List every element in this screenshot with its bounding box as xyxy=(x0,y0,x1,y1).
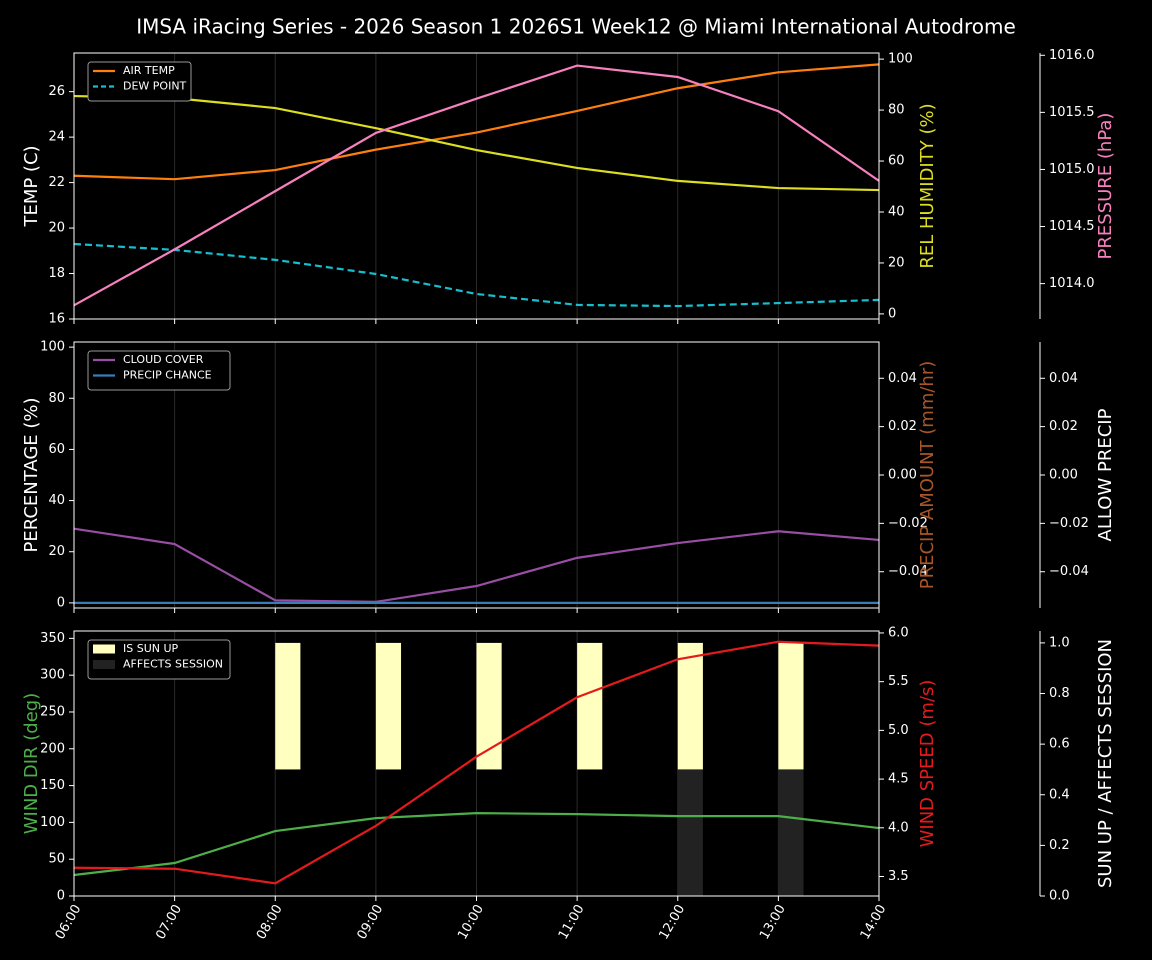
y3-tick-label: 0.02 xyxy=(1049,419,1078,434)
legend-swatch xyxy=(93,660,115,669)
legend-label: DEW POINT xyxy=(123,80,187,93)
y-axis-label: WIND DIR (deg) xyxy=(21,693,42,835)
y2-tick-label: 0.00 xyxy=(888,468,917,483)
y-tick-label: 80 xyxy=(48,391,65,406)
y-tick-label: 18 xyxy=(48,266,65,281)
y2-tick-label: 0 xyxy=(888,306,896,321)
legend-label: AIR TEMP xyxy=(123,64,175,77)
y-tick-label: 40 xyxy=(48,493,65,508)
legend-label: AFFECTS SESSION xyxy=(123,658,223,671)
y-tick-label: 20 xyxy=(48,221,65,236)
bar xyxy=(778,769,804,896)
y3-tick-label: 0.4 xyxy=(1049,787,1070,802)
y-axis-label: PERCENTAGE (%) xyxy=(21,397,42,552)
legend-label: IS SUN UP xyxy=(123,642,179,655)
y3-axis-label: SUN UP / AFFECTS SESSION xyxy=(1095,639,1116,888)
y3-tick-label: −0.04 xyxy=(1049,564,1089,579)
chart-title: IMSA iRacing Series - 2026 Season 1 2026… xyxy=(136,15,1016,39)
bar xyxy=(778,642,804,770)
y-tick-label: 300 xyxy=(40,668,65,683)
y3-tick-label: 0.0 xyxy=(1049,889,1070,904)
y2-tick-label: 4.0 xyxy=(888,820,909,835)
y-tick-label: 250 xyxy=(40,704,65,719)
y2-axis-label: PRECIP AMOUNT (mm/hr) xyxy=(917,361,938,590)
y-tick-label: 22 xyxy=(48,175,65,190)
y3-tick-label: 1014.0 xyxy=(1049,276,1095,291)
legend-box xyxy=(87,350,231,391)
y-tick-label: 26 xyxy=(48,84,65,99)
y3-tick-label: −0.02 xyxy=(1049,516,1089,531)
y2-tick-label: 0.04 xyxy=(888,371,917,386)
legend-swatch xyxy=(93,644,115,654)
bar xyxy=(677,769,703,896)
y-tick-label: 0 xyxy=(57,595,65,610)
y2-tick-label: 60 xyxy=(888,154,905,169)
y2-tick-label: −0.04 xyxy=(888,564,928,579)
y3-tick-label: 1016.0 xyxy=(1049,48,1095,63)
y-tick-label: 50 xyxy=(48,852,65,867)
legend-box xyxy=(87,639,231,680)
y-tick-label: 100 xyxy=(40,815,65,830)
y2-tick-label: −0.02 xyxy=(888,516,928,531)
bar xyxy=(677,642,703,770)
y3-tick-label: 0.6 xyxy=(1049,737,1070,752)
y2-tick-label: 20 xyxy=(888,255,905,270)
y-tick-label: 24 xyxy=(48,130,65,145)
y-tick-label: 150 xyxy=(40,778,65,793)
y2-tick-label: 0.02 xyxy=(888,419,917,434)
y-tick-label: 16 xyxy=(48,312,65,327)
y2-tick-label: 5.0 xyxy=(888,723,909,738)
y3-tick-label: 1015.0 xyxy=(1049,162,1095,177)
y2-axis-label: REL HUMIDITY (%) xyxy=(917,103,938,268)
bar xyxy=(375,642,402,770)
y-tick-label: 100 xyxy=(40,340,65,355)
y2-tick-label: 6.0 xyxy=(888,625,909,640)
line-series xyxy=(73,63,880,181)
y3-tick-label: 1015.5 xyxy=(1049,105,1095,120)
y2-tick-label: 5.5 xyxy=(888,674,909,689)
y3-tick-label: 0.04 xyxy=(1049,371,1078,386)
bar xyxy=(275,642,301,770)
y3-tick-label: 1.0 xyxy=(1049,635,1070,650)
y-axis-label: TEMP (C) xyxy=(21,145,42,227)
y-tick-label: 0 xyxy=(57,889,65,904)
y-tick-label: 200 xyxy=(40,741,65,756)
legend-label: PRECIP CHANCE xyxy=(123,369,212,382)
y3-tick-label: 0.00 xyxy=(1049,468,1078,483)
line-series xyxy=(73,527,880,603)
y3-axis-label: ALLOW PRECIP xyxy=(1095,408,1116,541)
y2-tick-label: 40 xyxy=(888,204,905,219)
y-tick-label: 60 xyxy=(48,442,65,457)
y2-tick-label: 4.5 xyxy=(888,772,909,787)
y3-tick-label: 1014.5 xyxy=(1049,219,1095,234)
y2-axis-label: WIND SPEED (m/s) xyxy=(917,680,938,848)
line-series xyxy=(73,64,880,307)
y-tick-label: 20 xyxy=(48,544,65,559)
bar xyxy=(577,642,603,770)
y2-tick-label: 3.5 xyxy=(888,869,909,884)
y3-axis-label: PRESSURE (hPa) xyxy=(1095,113,1116,260)
y3-tick-label: 0.8 xyxy=(1049,686,1070,701)
y2-tick-label: 80 xyxy=(888,103,905,118)
line-series xyxy=(73,94,880,192)
y3-tick-label: 0.2 xyxy=(1049,838,1070,853)
y-tick-label: 350 xyxy=(40,631,65,646)
legend-label: CLOUD COVER xyxy=(123,353,204,366)
line-series xyxy=(73,812,880,877)
line-series xyxy=(73,640,880,885)
y2-tick-label: 100 xyxy=(888,52,913,67)
line-series xyxy=(73,242,880,308)
